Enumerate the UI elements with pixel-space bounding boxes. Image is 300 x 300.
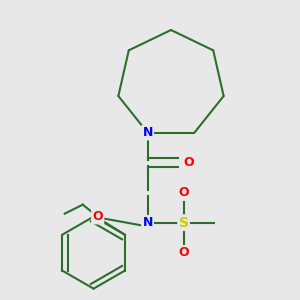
Text: S: S [178,216,189,230]
Text: N: N [142,216,153,229]
Text: O: O [178,186,189,199]
Text: O: O [92,210,103,223]
Text: N: N [142,126,153,139]
Text: O: O [178,246,189,259]
Text: O: O [184,156,194,169]
